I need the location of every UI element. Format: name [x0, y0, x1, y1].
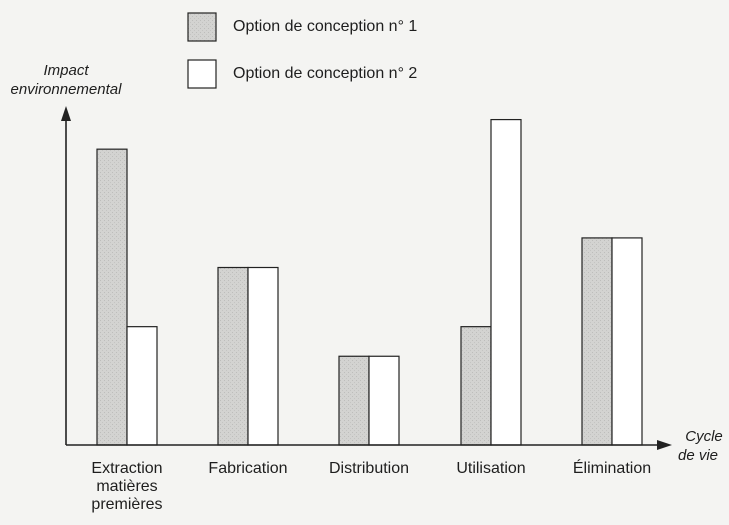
- bar-option-1-1: [96, 148, 128, 446]
- bar-option-2-1: [126, 326, 158, 446]
- y-axis-title-line: environnemental: [10, 81, 122, 98]
- legend-label-option-2: Option de conception n° 2: [233, 65, 418, 82]
- x-tick-label: Extraction matières premières: [91, 460, 162, 513]
- bar-group: [96, 118, 643, 446]
- x-tick-label-line: Distribution: [329, 460, 409, 477]
- legend-swatch-option-2: [187, 59, 217, 89]
- bar-option-2-5: [611, 237, 643, 446]
- x-axis-title: Cycle de vie: [667, 427, 729, 465]
- bar-option-1-4: [460, 326, 492, 446]
- x-tick-label-line: matières: [96, 478, 157, 495]
- x-axis-arrow: [657, 440, 672, 450]
- x-tick-label: Utilisation: [456, 460, 525, 477]
- bar-option-1-5: [581, 237, 613, 446]
- x-tick-label-line: Élimination: [573, 458, 651, 477]
- legend-label-option-1: Option de conception n° 1: [233, 18, 418, 35]
- x-tick-label-line: premières: [91, 496, 162, 513]
- bar-option-2-3: [368, 355, 400, 446]
- legend: [187, 12, 217, 89]
- x-axis-title-line: de vie: [677, 447, 719, 464]
- x-axis-title-line: Cycle: [685, 428, 723, 445]
- bar-option-1-3: [338, 355, 370, 446]
- y-axis-title-line: Impact: [43, 62, 89, 79]
- x-tick-label-line: Extraction: [91, 460, 162, 477]
- x-tick-label: Élimination: [573, 458, 651, 477]
- x-tick-labels: Extraction matières premières Fabrication Di…: [91, 458, 651, 513]
- legend-swatch-option-1: [187, 12, 217, 42]
- x-tick-label: Fabrication: [208, 460, 287, 477]
- x-tick-label-line: Utilisation: [456, 460, 525, 477]
- y-axis-title: Impact environnemental: [2, 61, 130, 99]
- bar-option-1-2: [217, 266, 249, 446]
- x-tick-label-line: Fabrication: [208, 460, 287, 477]
- y-axis-arrow: [61, 106, 71, 121]
- bar-option-2-2: [247, 266, 279, 446]
- axes: [61, 106, 672, 450]
- x-tick-label: Distribution: [329, 460, 409, 477]
- bar-option-2-4: [490, 118, 522, 446]
